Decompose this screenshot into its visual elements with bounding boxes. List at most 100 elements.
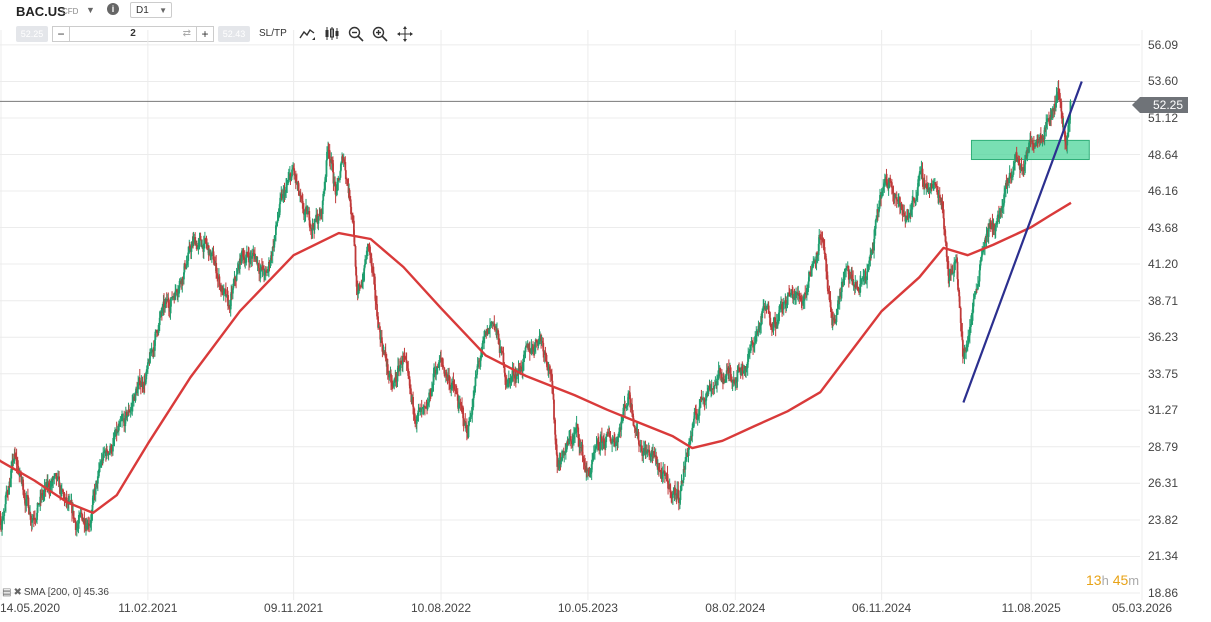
- candle-body: [873, 228, 876, 239]
- candle-body: [230, 292, 233, 300]
- info-icon[interactable]: i: [107, 3, 119, 15]
- candle-body: [873, 238, 875, 251]
- candle-body: [539, 335, 541, 336]
- candle-body: [595, 444, 598, 449]
- candle-body: [469, 416, 471, 422]
- candle-body: [712, 388, 715, 390]
- candle-body: [476, 364, 479, 369]
- candle-body: [792, 297, 795, 299]
- candle-body: [460, 404, 463, 406]
- candle-body: [549, 369, 552, 374]
- candle-body: [588, 470, 591, 476]
- candles-icon[interactable]: [323, 25, 341, 43]
- candle-body: [489, 325, 491, 330]
- candle-body: [1036, 139, 1039, 144]
- candle-body: [34, 519, 37, 521]
- candle-body: [335, 191, 338, 195]
- candle-body: [60, 489, 63, 491]
- candle-body: [178, 280, 181, 288]
- candle-body: [564, 449, 567, 453]
- candle-body: [4, 494, 7, 505]
- candle-body: [474, 377, 477, 387]
- candle-body: [649, 453, 652, 457]
- candle-body: [212, 251, 215, 260]
- candle-body: [830, 307, 832, 312]
- candle-body: [803, 292, 806, 301]
- timeframe-select[interactable]: D1 ▼: [130, 2, 172, 18]
- candle-body: [241, 250, 243, 253]
- candle-body: [0, 513, 2, 525]
- candle-body: [479, 357, 482, 361]
- candle-body: [743, 370, 745, 373]
- candle-body: [1043, 127, 1046, 139]
- candle-body: [363, 268, 366, 281]
- candle-body: [270, 255, 273, 257]
- sma-series: [0, 201, 1072, 515]
- candle-body: [1031, 140, 1034, 144]
- candle-body: [515, 374, 518, 380]
- candle-body: [187, 252, 190, 261]
- candle-body: [573, 435, 575, 440]
- decrease-quantity-button[interactable]: −: [53, 27, 70, 41]
- candle-body: [150, 349, 153, 353]
- candle-body: [931, 187, 934, 189]
- candle-body: [667, 488, 670, 490]
- candle-body: [448, 375, 451, 384]
- sma-settings-icon[interactable]: ▤: [2, 587, 12, 598]
- candle-body: [896, 199, 899, 202]
- candle-body: [497, 330, 499, 334]
- candle-body: [462, 418, 465, 426]
- current-price-tag: 52.25: [1132, 97, 1188, 113]
- candle-body: [753, 345, 756, 348]
- candle-body: [74, 519, 77, 523]
- increase-quantity-button[interactable]: +: [196, 27, 213, 41]
- candle-body: [247, 252, 250, 256]
- sell-price-button[interactable]: 52.25: [16, 26, 48, 42]
- candle-body: [852, 284, 855, 286]
- candle-body: [248, 255, 250, 263]
- candle-body: [729, 371, 732, 375]
- candle-body: [957, 279, 959, 290]
- candle-body: [72, 510, 75, 519]
- candle-body: [965, 346, 968, 351]
- symbol-dropdown-icon[interactable]: ▼: [86, 5, 95, 15]
- candle-body: [10, 469, 13, 479]
- candle-body: [578, 438, 581, 448]
- candle-body: [629, 399, 632, 408]
- candle-body: [988, 223, 991, 229]
- crosshair-icon[interactable]: [396, 25, 414, 43]
- candle-body: [1016, 158, 1019, 162]
- candle-body: [380, 337, 383, 344]
- candle-body: [408, 375, 411, 380]
- zoom-in-icon[interactable]: [371, 25, 389, 43]
- candle-body: [312, 224, 314, 226]
- candle-body: [843, 271, 846, 280]
- candle-body: [164, 299, 167, 304]
- candle-body: [256, 256, 258, 264]
- candle-body: [932, 183, 935, 185]
- quantity-input[interactable]: 2: [130, 28, 136, 39]
- candle-body: [662, 470, 665, 474]
- candle-body: [727, 367, 730, 373]
- candle-body: [356, 286, 359, 295]
- sltp-button[interactable]: SL/TP: [259, 28, 287, 39]
- candle-body: [361, 281, 364, 287]
- candle-body: [372, 272, 375, 277]
- y-tick-label: 36.23: [1148, 330, 1179, 345]
- candle-body: [464, 425, 467, 426]
- candle-body: [522, 354, 525, 362]
- candle-body: [528, 348, 531, 353]
- zoom-out-icon[interactable]: [347, 25, 365, 43]
- swap-icon[interactable]: ⇄: [182, 28, 191, 39]
- candle-body: [818, 234, 821, 244]
- buy-price-button[interactable]: 52.43: [218, 26, 250, 42]
- symbol-title[interactable]: BAC.US: [16, 4, 66, 19]
- candle-body: [569, 436, 572, 441]
- remove-indicator-icon[interactable]: ✖: [13, 587, 22, 598]
- candle-body: [923, 180, 926, 188]
- candle-body: [6, 491, 9, 493]
- candle-body: [29, 513, 32, 520]
- candle-body: [403, 355, 406, 357]
- line-chart-icon[interactable]: [298, 25, 316, 43]
